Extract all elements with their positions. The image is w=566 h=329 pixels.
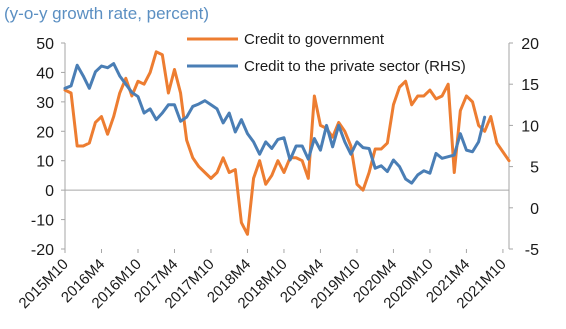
- y-left-tick-label: -20: [31, 242, 54, 259]
- y-right-tick-label: 5: [530, 160, 539, 177]
- y-left-tick-label: -10: [31, 213, 54, 230]
- chart-title: (y-o-y growth rate, percent): [4, 4, 210, 23]
- y-left-tick-label: 40: [36, 65, 54, 82]
- y-right-tick-label: -5: [525, 242, 539, 259]
- series-line-credit-to-government: [63, 50, 511, 236]
- y-left-tick-label: 0: [45, 183, 54, 200]
- series-line-credit-to-private-sector: [63, 62, 487, 185]
- y-left-tick-label: 30: [36, 95, 54, 112]
- y-left-tick-label: 50: [36, 36, 54, 53]
- y-right-tick-label: 10: [521, 118, 539, 135]
- chart-series-group: [63, 50, 511, 236]
- y-right-tick-label: 20: [521, 36, 539, 53]
- x-tick-label: 2015M10: [16, 256, 72, 312]
- y-left-tick-label: 10: [36, 154, 54, 171]
- y-right-tick-label: 0: [530, 201, 539, 218]
- y-right-tick-label: 15: [521, 77, 539, 94]
- legend-label: Credit to government: [244, 31, 385, 48]
- chart-legend: Credit to government Credit to the privat…: [187, 31, 466, 75]
- y-left-tick-label: 20: [36, 124, 54, 141]
- legend-label: Credit to the private sector (RHS): [244, 58, 466, 75]
